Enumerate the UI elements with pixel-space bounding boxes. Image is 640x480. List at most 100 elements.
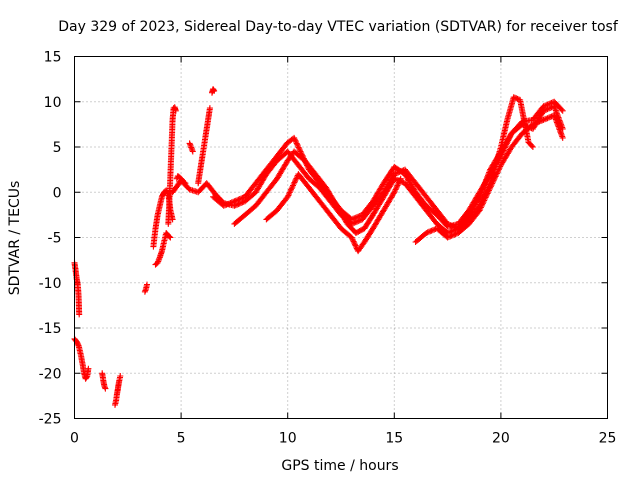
- data-point: [293, 139, 299, 145]
- series-spike-4: [195, 105, 213, 187]
- data-point: [479, 185, 486, 192]
- data-point: [558, 130, 565, 137]
- series-early-1: [71, 259, 83, 318]
- y-tick-label: 0: [53, 185, 62, 201]
- data-point: [397, 175, 404, 182]
- data-point: [486, 169, 493, 176]
- data-point: [206, 105, 213, 112]
- data-point: [355, 213, 362, 220]
- data-point: [533, 119, 540, 126]
- data-point: [481, 180, 488, 187]
- data-point: [489, 180, 496, 187]
- data-point: [477, 192, 484, 199]
- data-point: [291, 136, 298, 143]
- data-point: [350, 238, 357, 245]
- data-point: [390, 190, 397, 197]
- data-point: [396, 178, 403, 185]
- data-point: [392, 176, 399, 183]
- data-point: [529, 144, 536, 150]
- data-point: [485, 189, 492, 195]
- data-point: [75, 342, 82, 348]
- data-point: [356, 213, 363, 219]
- data-point: [172, 107, 179, 114]
- data-point: [493, 170, 500, 177]
- data-point: [85, 365, 92, 372]
- data-point: [166, 233, 173, 240]
- data-point: [231, 198, 238, 205]
- data-point: [477, 205, 484, 212]
- data-point: [477, 204, 484, 211]
- series-spike-3: [186, 140, 196, 155]
- data-point: [537, 118, 544, 124]
- data-point: [451, 231, 458, 238]
- data-point: [452, 231, 459, 238]
- data-point: [488, 181, 495, 188]
- data-point: [491, 174, 498, 181]
- data-point: [487, 183, 494, 190]
- data-point: [392, 186, 399, 193]
- data-point: [288, 185, 295, 192]
- y-axis-label: SDTVAR / TECUs: [7, 181, 23, 296]
- data-point: [287, 188, 294, 195]
- data-point: [156, 255, 163, 262]
- x-tick-label: 20: [492, 431, 510, 447]
- data-point: [554, 122, 561, 129]
- data-point: [186, 140, 193, 147]
- data-point: [222, 202, 229, 209]
- data-point: [294, 143, 301, 150]
- y-tick-label: -25: [39, 412, 62, 428]
- data-point: [351, 239, 358, 246]
- series-early-5: [141, 281, 150, 295]
- data-point: [349, 237, 356, 244]
- data-point: [531, 120, 538, 127]
- data-point: [286, 190, 292, 197]
- data-point: [102, 385, 109, 392]
- x-tick-labels: 0 5 10 15 20 25: [70, 431, 616, 447]
- data-point: [495, 166, 502, 173]
- y-tick-label: 5: [53, 140, 62, 156]
- data-point: [226, 200, 233, 207]
- data-point: [239, 194, 246, 201]
- data-point: [292, 178, 298, 185]
- data-point: [117, 373, 124, 379]
- data-point: [351, 215, 358, 222]
- data-point: [489, 179, 496, 186]
- data-point: [559, 134, 566, 141]
- data-point: [101, 382, 108, 389]
- data-point: [189, 148, 196, 155]
- data-point: [444, 234, 451, 241]
- data-point: [553, 118, 560, 124]
- data-point: [551, 104, 558, 111]
- data-point: [529, 121, 536, 128]
- data-point: [478, 203, 485, 210]
- data-point: [521, 122, 528, 129]
- data-point: [352, 242, 359, 249]
- data-point: [296, 145, 303, 152]
- data-point: [491, 176, 498, 183]
- data-point: [510, 94, 517, 101]
- data-point: [349, 235, 356, 242]
- x-axis-label: GPS time / hours: [281, 458, 398, 474]
- data-point: [486, 186, 493, 193]
- data-point: [487, 184, 494, 191]
- data-point: [290, 181, 297, 187]
- data-point: [284, 193, 291, 200]
- data-point: [286, 189, 293, 196]
- data-point: [545, 114, 552, 121]
- data-point: [427, 228, 434, 235]
- data-point: [297, 148, 304, 155]
- data-point: [234, 197, 241, 204]
- data-point: [485, 172, 491, 179]
- series-rise-b: [152, 230, 174, 268]
- data-point: [483, 176, 490, 183]
- series-track-5: [412, 112, 566, 245]
- series-track-2: [210, 98, 566, 230]
- data-point: [447, 233, 454, 240]
- data-point: [479, 201, 486, 208]
- data-point: [535, 119, 542, 126]
- data-point: [480, 198, 487, 205]
- data-point: [235, 196, 242, 203]
- data-point: [528, 142, 535, 149]
- data-point: [483, 193, 490, 200]
